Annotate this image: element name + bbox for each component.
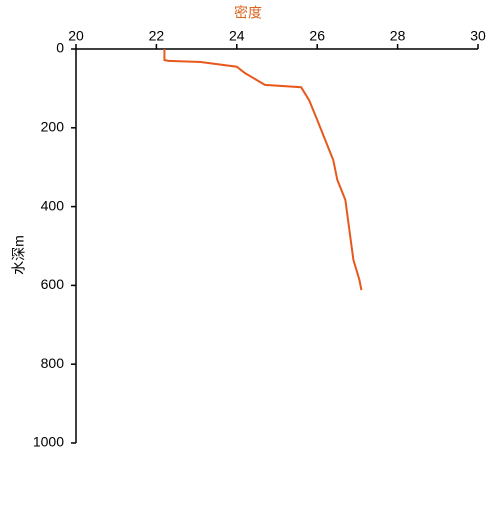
x-tick-label: 20 <box>68 28 84 44</box>
y-tick-label: 400 <box>41 197 65 213</box>
data-line <box>163 49 363 291</box>
x-tick-label: 28 <box>390 28 406 44</box>
y-tick-label: 800 <box>41 355 65 371</box>
x-tick-label: 26 <box>309 28 325 44</box>
y-tick-label: 600 <box>41 276 65 292</box>
x-axis-label: 密度 <box>234 5 262 21</box>
x-tick-label: 30 <box>470 28 486 44</box>
y-tick-label: 1000 <box>33 434 64 450</box>
y-tick-label: 200 <box>41 119 65 135</box>
x-tick-label: 22 <box>149 28 165 44</box>
x-tick-label: 24 <box>229 28 245 44</box>
y-tick-label: 0 <box>56 40 64 56</box>
y-axis-label: 水深m <box>11 235 27 275</box>
